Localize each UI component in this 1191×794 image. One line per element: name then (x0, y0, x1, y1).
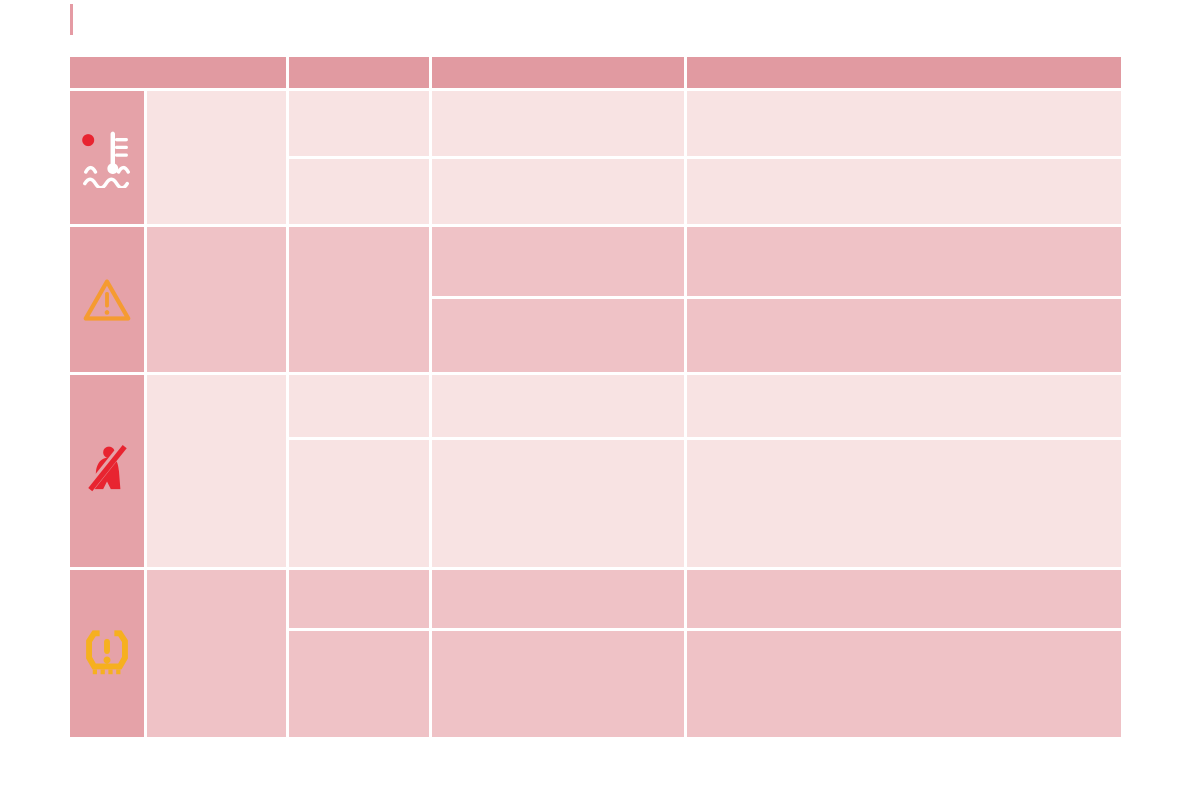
cell-r4-c5-top (687, 570, 1121, 628)
cell-r4-c4-top (432, 570, 684, 628)
cell-r4-c2 (147, 570, 286, 737)
cell-r4-c4-bottom (432, 631, 684, 737)
page-accent-bar (70, 4, 73, 35)
cell-r3-c5-bottom (687, 440, 1121, 567)
cell-r1-c4-bottom (432, 159, 684, 224)
table-row-seatbelt-warning (70, 375, 1121, 567)
cell-r2-c4-top (687, 227, 1121, 296)
cell-r2-c4-bottom (687, 299, 1121, 372)
cell-r3-c3-top (289, 375, 429, 437)
cell-r3-c5-top (687, 375, 1121, 437)
cell-r2-c3-top (432, 227, 684, 296)
warning-lights-table (70, 57, 1121, 740)
cell-r1-c3-top (289, 91, 429, 156)
cell-r3-c4-top (432, 375, 684, 437)
cell-r4-c3-top (289, 570, 429, 628)
cell-r1-c5-bottom (687, 159, 1121, 224)
cell-r1-c2 (147, 91, 286, 224)
cell-r3-c4-bottom (432, 440, 684, 567)
general-warning-triangle-icon-cell (70, 227, 144, 372)
header-cell-3 (432, 57, 684, 88)
cell-r3-c2 (147, 375, 286, 567)
table-row-coolant-temperature (70, 91, 1121, 224)
table-header-row (70, 57, 1121, 88)
cell-r1-c3-bottom (289, 159, 429, 224)
general-warning-triangle-icon (83, 278, 131, 321)
header-cell-2 (289, 57, 429, 88)
tyre-pressure-warning-icon-cell (70, 570, 144, 737)
cell-r2-c3-bottom (432, 299, 684, 372)
header-cell-1 (70, 57, 286, 88)
table-row-general-warning (70, 227, 1121, 372)
cell-r4-c3-bottom (289, 631, 429, 737)
coolant-temperature-warning-icon-cell (70, 91, 144, 224)
cell-r3-c3-bottom (289, 440, 429, 567)
table-row-tyre-pressure (70, 570, 1121, 737)
tyre-pressure-warning-icon (86, 629, 128, 674)
seatbelt-warning-icon-cell (70, 375, 144, 567)
cell-r4-c5-bottom (687, 631, 1121, 737)
cell-r1-c4-top (432, 91, 684, 156)
coolant-temperature-warning-icon (82, 131, 130, 188)
header-cell-4 (687, 57, 1121, 88)
cell-r2-c5 (289, 227, 429, 372)
cell-r2-c2 (147, 227, 286, 372)
cell-r1-c5-top (687, 91, 1121, 156)
seatbelt-warning-icon (86, 445, 127, 492)
